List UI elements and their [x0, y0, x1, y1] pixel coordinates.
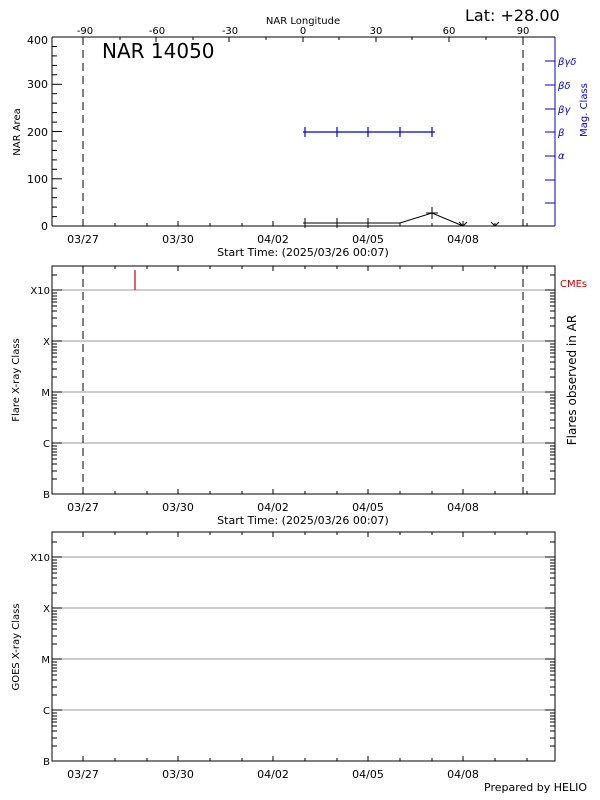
- svg-text:M: M: [41, 655, 50, 666]
- area-tick-labels: 0 100 200 300 400: [27, 34, 48, 233]
- svg-text:30: 30: [370, 26, 383, 37]
- svg-text:400: 400: [27, 34, 48, 47]
- svg-text:04/05: 04/05: [352, 501, 384, 514]
- panel1-start-time: Start Time: (2025/03/26 00:07): [217, 246, 389, 259]
- region-label: NAR 14050: [102, 39, 215, 63]
- nar-area-series: [303, 207, 500, 228]
- svg-text:03/30: 03/30: [162, 233, 194, 246]
- svg-text:-60: -60: [149, 26, 165, 37]
- svg-text:03/27: 03/27: [67, 768, 99, 781]
- svg-text:04/08: 04/08: [447, 233, 479, 246]
- panel2-start-time: Start Time: (2025/03/26 00:07): [217, 514, 389, 527]
- svg-text:βδ: βδ: [557, 81, 571, 92]
- panel-goes-class: B C M X X10 GOES X-ray Class 03/27 03/30…: [11, 531, 556, 781]
- svg-text:X: X: [43, 337, 50, 348]
- svg-text:B: B: [43, 490, 50, 501]
- svg-text:200: 200: [27, 126, 48, 139]
- svg-text:X10: X10: [30, 553, 50, 564]
- svg-text:03/27: 03/27: [67, 501, 99, 514]
- svg-text:βγδ: βγδ: [557, 57, 576, 68]
- flares-observed-axis-label: Flares observed in AR: [565, 315, 579, 445]
- flare-class-axis-label: Flare X-ray Class: [11, 338, 22, 422]
- svg-text:0: 0: [41, 220, 48, 233]
- mag-class-series: [303, 127, 435, 137]
- latitude-label: Lat: +28.00: [465, 6, 560, 25]
- svg-text:60: 60: [443, 26, 456, 37]
- svg-text:04/08: 04/08: [447, 768, 479, 781]
- svg-text:04/05: 04/05: [352, 233, 384, 246]
- svg-text:C: C: [43, 439, 50, 450]
- svg-text:0: 0: [300, 26, 306, 37]
- svg-text:-90: -90: [77, 26, 93, 37]
- svg-text:04/05: 04/05: [352, 768, 384, 781]
- goes-class-axis-label: GOES X-ray Class: [11, 603, 22, 690]
- svg-text:M: M: [41, 388, 50, 399]
- svg-text:03/30: 03/30: [162, 501, 194, 514]
- svg-text:03/27: 03/27: [67, 233, 99, 246]
- svg-text:α: α: [558, 151, 565, 162]
- svg-text:C: C: [43, 706, 50, 717]
- svg-text:-30: -30: [222, 26, 238, 37]
- svg-text:04/02: 04/02: [257, 768, 289, 781]
- nar-area-axis-label: NAR Area: [12, 108, 23, 155]
- panel-nar-area: 0 100 200 300 400 NAR Area α β βγ βδ βγδ…: [12, 34, 590, 259]
- flare-class-tick-labels: B C M X X10: [30, 286, 50, 501]
- svg-text:X10: X10: [30, 286, 50, 297]
- svg-text:04/02: 04/02: [257, 501, 289, 514]
- cmes-legend: CMEs: [560, 279, 587, 290]
- mag-class-axis-label: Mag. Class: [579, 83, 590, 137]
- svg-text:B: B: [43, 757, 50, 768]
- svg-text:04/02: 04/02: [257, 233, 289, 246]
- svg-text:100: 100: [27, 173, 48, 186]
- svg-text:03/30: 03/30: [162, 768, 194, 781]
- svg-text:90: 90: [517, 26, 530, 37]
- svg-text:β: β: [557, 128, 565, 139]
- svg-text:X: X: [43, 604, 50, 615]
- longitude-tick-labels: -90 -60 -30 0 30 60 90: [77, 26, 530, 37]
- panel1-date-labels: 03/27 03/30 04/02 04/05 04/08: [67, 233, 479, 246]
- top-axis-title: NAR Longitude: [266, 16, 340, 27]
- panel-flare-class: B C M X X10 Flare X-ray Class Flares obs…: [11, 265, 587, 527]
- prepared-by-credit: Prepared by HELIO: [484, 781, 587, 794]
- svg-text:04/08: 04/08: [447, 501, 479, 514]
- goes-class-tick-labels: B C M X X10: [30, 553, 50, 768]
- mag-class-tick-labels: α β βγ βδ βγδ: [557, 57, 576, 162]
- panel3-date-labels: 03/27 03/30 04/02 04/05 04/08: [67, 768, 479, 781]
- svg-text:300: 300: [27, 78, 48, 91]
- panel2-date-labels: 03/27 03/30 04/02 04/05 04/08: [67, 501, 479, 514]
- svg-text:βγ: βγ: [557, 105, 571, 116]
